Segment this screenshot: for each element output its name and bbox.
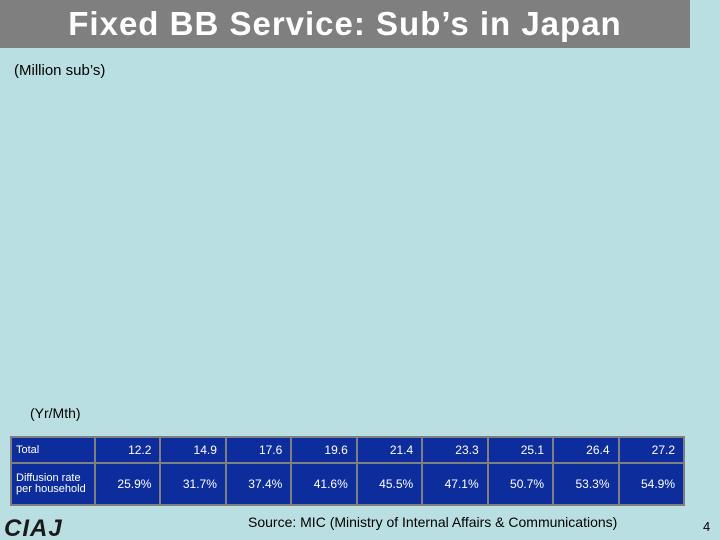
cell-total-3: 17.6 [224,436,293,464]
cell-total-1: 12.2 [93,436,162,464]
row-label-total: Total [10,436,96,464]
row-label-diffusion-rate: Diffusion rate per household [10,462,96,506]
cell-rate-9: 54.9% [617,462,685,506]
cell-rate-8: 53.3% [552,462,620,506]
ciaj-logo-text: CIAJ [4,515,63,540]
cell-rate-7: 50.7% [486,462,555,506]
slide-title: Fixed BB Service: Sub’s in Japan [68,5,622,42]
cell-total-5: 21.4 [355,436,424,464]
table-row-total: Total 12.2 14.9 17.6 19.6 21.4 23.3 25.1… [10,436,685,464]
cell-rate-4: 41.6% [290,462,358,506]
source-note: Source: MIC (Ministry of Internal Affair… [248,514,618,530]
table-row-diffusion-rate: Diffusion rate per household 25.9% 31.7%… [10,462,685,506]
title-bar: Fixed BB Service: Sub’s in Japan [0,0,690,48]
cell-total-9: 27.2 [617,436,685,464]
cell-rate-5: 45.5% [355,462,424,506]
chart-plot-area [0,82,720,402]
cell-total-8: 26.4 [552,436,620,464]
page-number: 4 [703,519,711,534]
cell-total-6: 23.3 [421,436,489,464]
y-axis-unit-label: (Million sub’s) [14,62,106,79]
cell-rate-2: 31.7% [159,462,227,506]
cell-total-2: 14.9 [159,436,227,464]
x-axis-unit-label: (Yr/Mth) [30,405,81,421]
cell-rate-6: 47.1% [421,462,489,506]
cell-total-7: 25.1 [486,436,555,464]
cell-total-4: 19.6 [290,436,358,464]
ciaj-logo: CIAJ [4,515,63,540]
cell-rate-3: 37.4% [224,462,293,506]
data-table: Total 12.2 14.9 17.6 19.6 21.4 23.3 25.1… [10,436,685,506]
cell-rate-1: 25.9% [93,462,162,506]
